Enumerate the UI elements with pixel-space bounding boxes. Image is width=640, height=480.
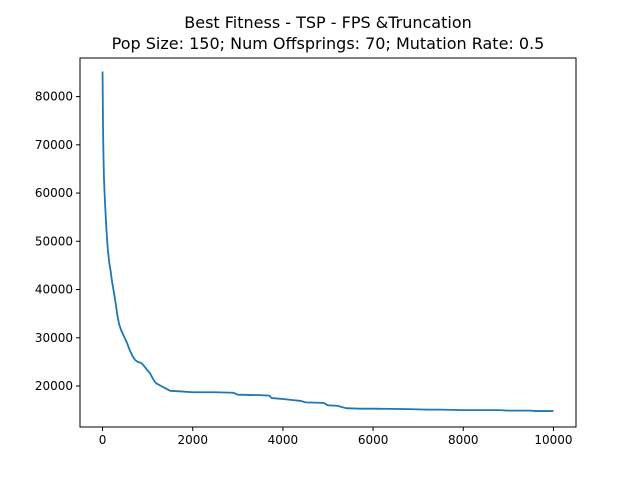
y-tick-label: 60000 [35, 186, 73, 200]
y-tick-label: 70000 [35, 138, 73, 152]
x-tick-label: 8000 [448, 433, 479, 447]
plot-area: 0 2000 4000 6000 8000 10000 20000 30000 40000 500… [35, 57, 577, 447]
plot-frame [79, 57, 577, 428]
y-tick-label: 30000 [35, 331, 73, 345]
chart-subtitle: Pop Size: 150; Num Offsprings: 70; Mutat… [112, 34, 545, 53]
y-tick-label: 20000 [35, 379, 73, 393]
x-tick-label: 10000 [534, 433, 572, 447]
x-tick-label: 0 [99, 433, 107, 447]
y-tick-label: 50000 [35, 234, 73, 248]
series-line-0 [101, 71, 554, 412]
x-tick-label: 2000 [177, 433, 208, 447]
chart-title: Best Fitness - TSP - FPS &Truncation [184, 13, 472, 32]
y-tick-label: 80000 [35, 90, 73, 104]
x-tick-label: 4000 [268, 433, 299, 447]
y-tick-label: 40000 [35, 283, 73, 297]
x-tick-label: 6000 [358, 433, 389, 447]
